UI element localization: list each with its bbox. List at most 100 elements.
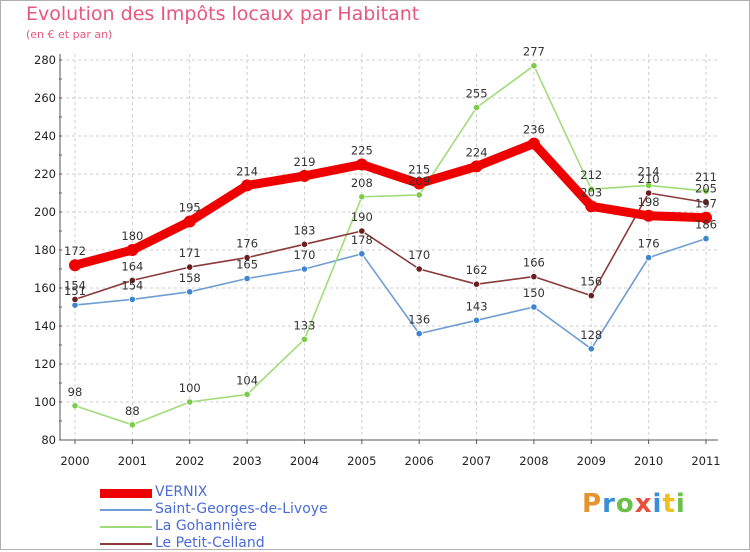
data-point <box>587 291 595 300</box>
logo-letter: P <box>582 489 603 519</box>
data-point <box>243 254 251 262</box>
data-point <box>702 235 710 243</box>
x-tick-label: 2005 <box>347 454 376 468</box>
data-label: 150 <box>523 286 545 300</box>
data-point <box>69 259 81 272</box>
x-tick-label: 2007 <box>462 454 491 468</box>
data-label: 166 <box>523 256 545 270</box>
data-label: 211 <box>695 170 717 184</box>
y-tick-label: 280 <box>34 53 56 67</box>
data-point <box>128 421 136 429</box>
data-label: 195 <box>179 201 201 215</box>
data-point <box>126 244 139 256</box>
data-label: 100 <box>179 381 201 395</box>
data-label: 203 <box>580 185 602 199</box>
y-tick-label: 220 <box>34 167 56 181</box>
data-label: 209 <box>408 174 430 188</box>
data-label: 133 <box>293 318 315 332</box>
data-label: 205 <box>695 182 717 196</box>
data-point <box>415 265 423 273</box>
data-label: 255 <box>466 87 488 101</box>
data-point <box>702 198 710 207</box>
data-label: 183 <box>293 223 315 237</box>
data-label: 143 <box>466 299 488 313</box>
x-tick-label: 2010 <box>634 454 663 468</box>
y-tick-label: 120 <box>34 357 56 371</box>
data-label: 162 <box>466 263 488 277</box>
y-tick-label: 260 <box>34 91 56 105</box>
data-label: 171 <box>179 246 201 260</box>
data-point <box>472 280 481 288</box>
data-label: 151 <box>64 284 86 298</box>
data-point <box>587 345 595 353</box>
data-point <box>585 200 598 213</box>
data-label: 178 <box>351 233 373 247</box>
x-tick-label: 2009 <box>577 454 606 468</box>
data-point <box>700 211 712 224</box>
y-tick-label: 140 <box>34 319 56 333</box>
data-point <box>472 103 481 112</box>
legend-swatch <box>100 526 152 528</box>
data-point <box>300 335 309 343</box>
plot-area <box>60 54 718 440</box>
y-tick-label: 100 <box>34 395 56 409</box>
data-label: 156 <box>580 275 602 289</box>
data-label: 176 <box>236 237 258 251</box>
logo-letter: o <box>615 489 635 519</box>
chart-title: Evolution des Impôts locaux par Habitant <box>26 3 420 25</box>
series-line <box>70 139 711 270</box>
axes-layer: 80 100 120 140 160 180 200 220 240 260 280 2000 2001… <box>34 53 721 468</box>
x-tick-label: 2000 <box>60 454 89 468</box>
y-tick-label: 240 <box>34 129 56 143</box>
data-label: 212 <box>580 168 602 182</box>
data-point <box>413 177 426 190</box>
logo-letter: r <box>602 489 616 519</box>
data-label: 165 <box>236 258 258 272</box>
series-line <box>74 192 707 301</box>
data-point <box>530 303 538 311</box>
data-label: 170 <box>293 248 315 262</box>
data-label: 98 <box>68 385 83 399</box>
data-label: 164 <box>121 259 143 273</box>
data-label: 215 <box>408 163 430 177</box>
data-label: 197 <box>695 197 717 211</box>
data-label: 88 <box>125 404 140 418</box>
data-point <box>415 329 423 338</box>
data-label: 104 <box>236 373 258 387</box>
data-point <box>645 254 653 262</box>
logo-letter: x <box>634 489 653 519</box>
data-point <box>530 272 538 281</box>
data-label: 208 <box>351 176 373 190</box>
data-label: 224 <box>466 145 488 159</box>
proxiti-logo: Proxiti <box>582 489 686 519</box>
y-tick-label: 180 <box>34 243 56 257</box>
x-tick-label: 2001 <box>118 454 147 468</box>
data-label: 128 <box>580 328 602 342</box>
data-label: 198 <box>638 195 660 209</box>
legend-item: La Gohannière <box>100 518 440 535</box>
data-point <box>243 390 251 398</box>
data-point <box>527 137 540 150</box>
data-label: 277 <box>523 45 545 59</box>
data-point <box>186 263 194 271</box>
legend-label: La Gohannière <box>155 518 258 534</box>
data-point <box>415 191 423 199</box>
data-point <box>71 295 79 303</box>
data-point <box>300 240 309 248</box>
data-point <box>470 160 483 173</box>
data-label: 236 <box>523 123 545 137</box>
x-tick-label: 2003 <box>232 454 261 468</box>
logo-letter: i <box>675 489 686 519</box>
x-tick-label: 2008 <box>519 454 548 468</box>
data-point <box>642 209 655 222</box>
legend-label: Le Petit-Celland <box>155 535 265 551</box>
data-point <box>645 189 653 197</box>
data-point <box>186 398 194 406</box>
data-point <box>128 295 136 303</box>
x-tick-label: 2011 <box>691 454 720 468</box>
data-label: 225 <box>351 144 373 158</box>
data-label: 136 <box>408 313 430 327</box>
chart-subtitle: (en € et par an) <box>26 28 113 41</box>
y-tick-label: 160 <box>34 281 56 295</box>
series-layer <box>69 62 712 429</box>
